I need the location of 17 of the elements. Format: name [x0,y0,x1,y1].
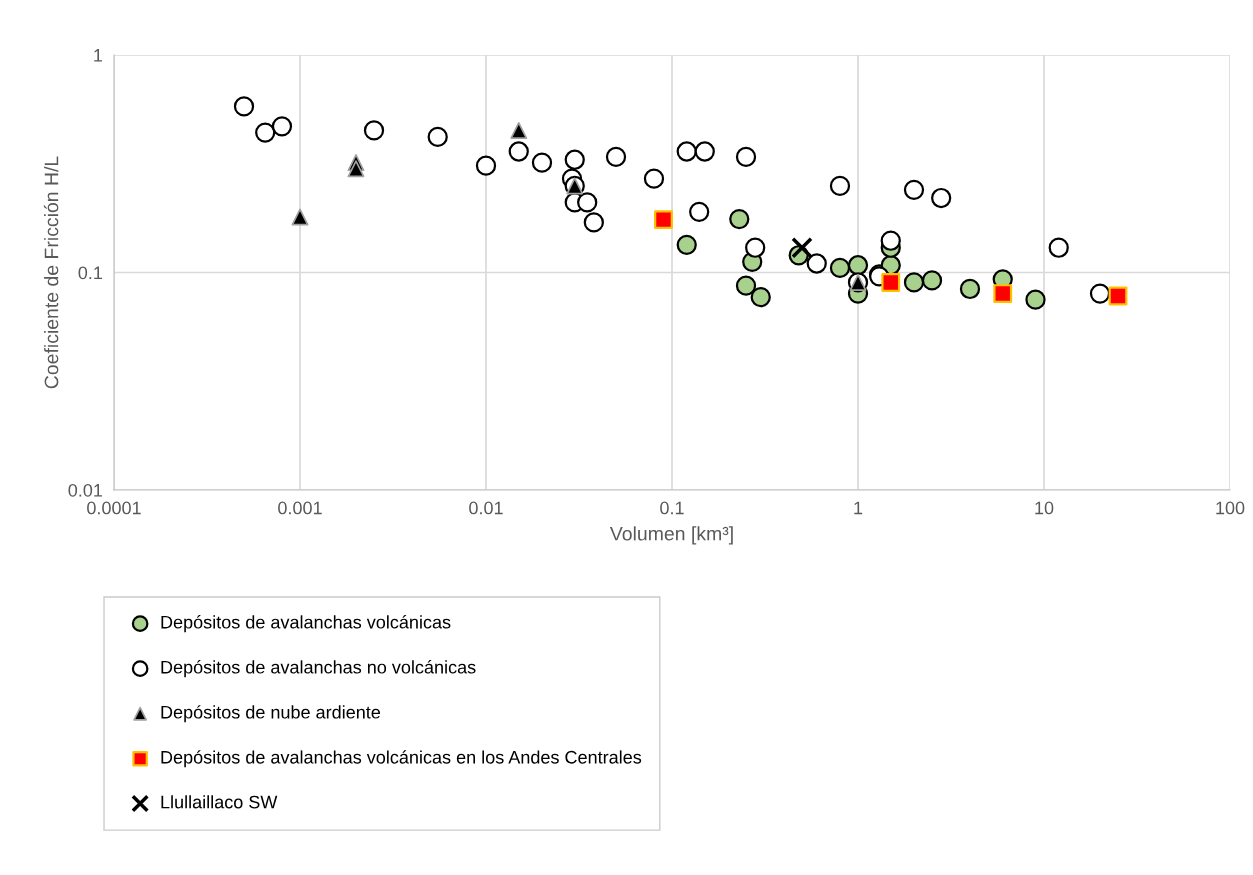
y-axis-title: Coeficiente de Fricción H/L [43,156,59,389]
x-tick-label: 100 [1216,501,1245,515]
legend-label: Depósitos de avalanchas no volcánicas [161,660,476,678]
legend-label: Llullaillaco SW [161,795,278,809]
y-tick-label: 0.01 [68,483,103,497]
y-tick-label: 0.1 [78,266,103,280]
legend-label: Depósitos de avalanchas volcánicas en los Andes Centrales [161,750,642,768]
y-tick-label: 1 [94,49,103,62]
legend-label: Depósitos de nube ardiente [161,705,381,723]
x-axis-title: Volumen [km³] [609,526,733,545]
x-tick-label: 0.1 [660,501,684,515]
x-tick-label: 1 [854,501,863,515]
x-tick-label: 0.001 [278,501,322,515]
x-tick-label: 10 [1035,501,1054,515]
legend-label: Depósitos de avalanchas volcánicas [161,615,451,633]
x-tick-label: 0.0001 [87,501,141,515]
x-tick-label: 0.01 [469,501,503,515]
